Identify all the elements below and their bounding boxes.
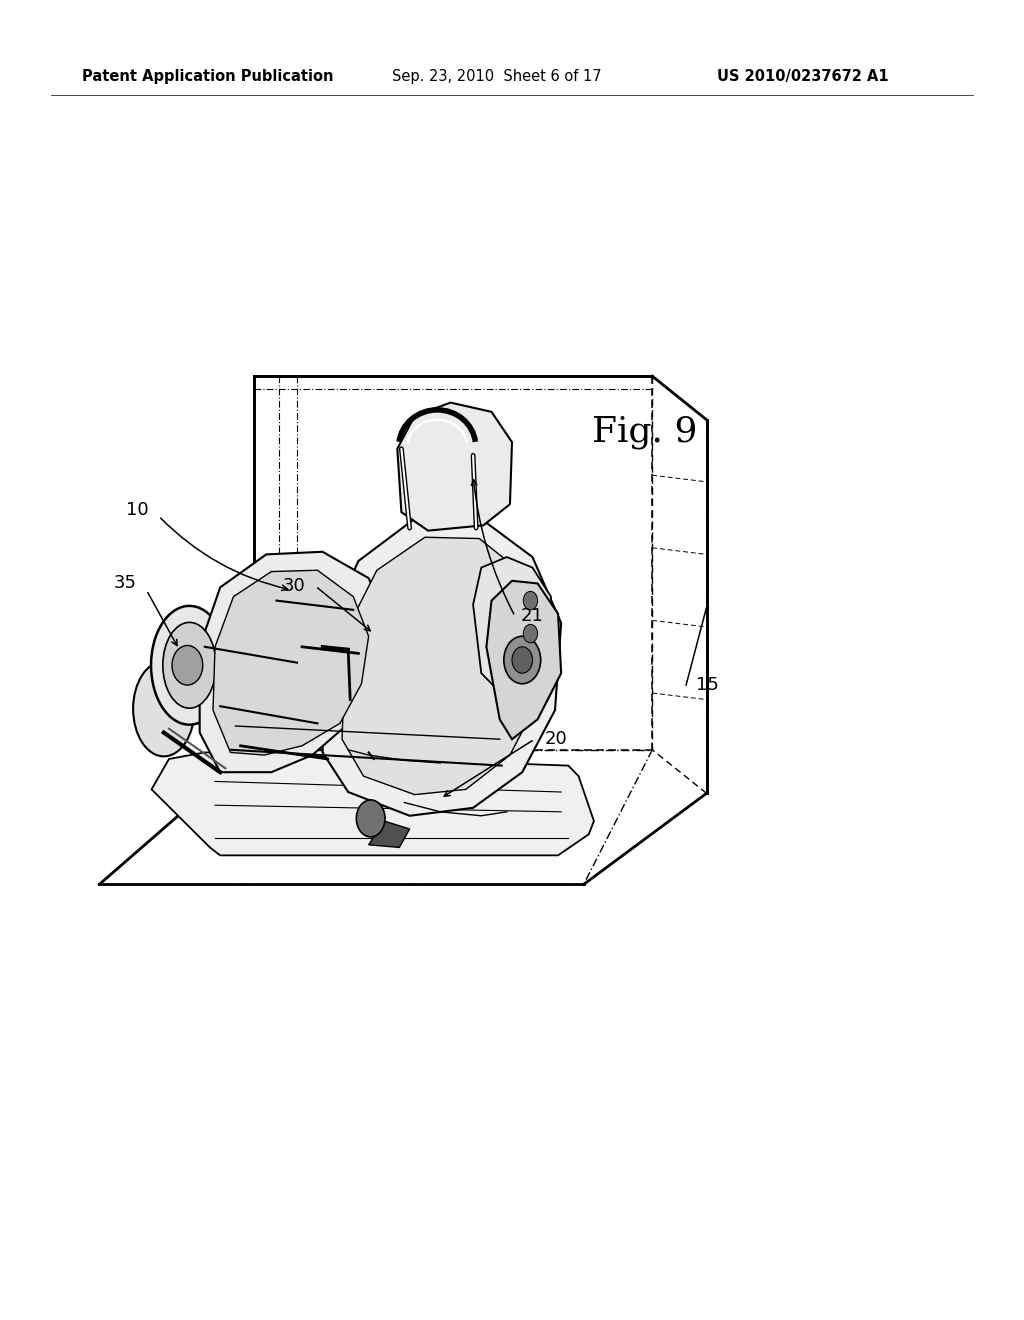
Polygon shape xyxy=(152,752,594,855)
Circle shape xyxy=(172,645,203,685)
Ellipse shape xyxy=(133,661,195,756)
Text: Patent Application Publication: Patent Application Publication xyxy=(82,69,334,84)
Circle shape xyxy=(523,624,538,643)
Polygon shape xyxy=(200,552,387,772)
Text: 35: 35 xyxy=(114,574,136,593)
Polygon shape xyxy=(213,570,369,755)
Circle shape xyxy=(512,647,532,673)
Polygon shape xyxy=(342,537,543,795)
Circle shape xyxy=(356,800,385,837)
Polygon shape xyxy=(486,581,561,739)
Ellipse shape xyxy=(163,623,216,708)
Text: 10: 10 xyxy=(126,500,148,519)
Polygon shape xyxy=(473,557,553,702)
Text: 21: 21 xyxy=(520,607,543,626)
Text: 15: 15 xyxy=(696,676,719,694)
Circle shape xyxy=(504,636,541,684)
Ellipse shape xyxy=(152,606,227,725)
Polygon shape xyxy=(369,821,410,847)
Text: 30: 30 xyxy=(283,577,305,595)
Text: Fig. 9: Fig. 9 xyxy=(592,414,697,449)
Text: 20: 20 xyxy=(545,730,567,748)
Text: Sep. 23, 2010  Sheet 6 of 17: Sep. 23, 2010 Sheet 6 of 17 xyxy=(392,69,602,84)
Circle shape xyxy=(523,591,538,610)
Text: US 2010/0237672 A1: US 2010/0237672 A1 xyxy=(717,69,889,84)
Polygon shape xyxy=(397,403,512,531)
Polygon shape xyxy=(323,517,561,816)
